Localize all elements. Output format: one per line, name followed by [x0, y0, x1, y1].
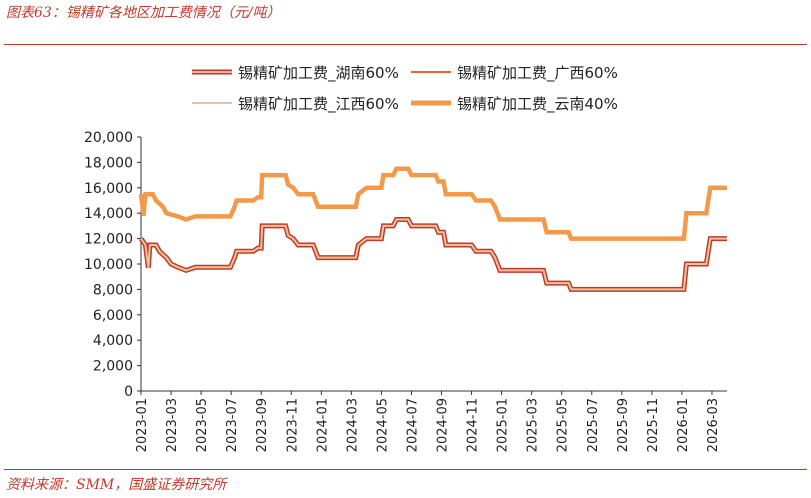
chart-title: 图表63：锡精矿各地区加工费情况（元/吨） — [6, 5, 281, 21]
x-tick-label: 2025-03 — [526, 398, 541, 452]
x-tick-label: 2024-07 — [405, 398, 420, 452]
x-tick-label: 2025-11 — [646, 398, 661, 452]
legend-item-2: 锡精矿加工费_江西60% — [192, 95, 399, 114]
legend-item-3: 锡精矿加工费_云南40% — [411, 95, 618, 114]
x-tick-label: 2023-01 — [135, 398, 150, 452]
x-tick-label: 2025-01 — [496, 398, 511, 452]
series-line-3 — [138, 166, 727, 241]
series-line-0 — [138, 217, 727, 292]
series-line-0-inner — [140, 218, 727, 290]
y-tick-label: 16,000 — [84, 181, 133, 197]
legend-label: 锡精矿加工费_广西60% — [457, 64, 618, 83]
series-line-1 — [140, 218, 727, 291]
x-axis: 2023-01 2023-03 2023-05 2023-07 2023-09 2023-… — [135, 390, 727, 452]
y-tick-label: 4,000 — [93, 333, 133, 349]
x-tick-label: 2024-01 — [315, 398, 330, 452]
series-layer — [138, 166, 727, 292]
header-divider — [4, 44, 807, 45]
x-tick-label: 2023-11 — [285, 398, 300, 452]
legend-label: 锡精矿加工费_江西60% — [238, 95, 399, 114]
y-tick-label: 2,000 — [93, 359, 133, 375]
y-tick-label: 0 — [124, 384, 133, 400]
x-tick-label: 2024-05 — [375, 398, 390, 452]
legend-label: 锡精矿加工费_云南40% — [457, 95, 618, 114]
y-tick-label: 10,000 — [84, 257, 133, 273]
x-tick-label: 2024-09 — [436, 398, 451, 452]
y-tick-label: 14,000 — [84, 206, 133, 222]
x-tick-label: 2025-05 — [556, 398, 571, 452]
x-tick-label: 2025-07 — [586, 398, 601, 452]
y-axis: 0 2,000 4,000 6,000 8,000 10,000 12,000 14,000 1… — [84, 130, 142, 400]
source-note: 资料来源：SMM，国盛证券研究所 — [6, 477, 227, 493]
y-tick-label: 6,000 — [93, 308, 133, 324]
x-tick-label: 2025-09 — [616, 398, 631, 452]
series-line-2 — [140, 218, 727, 291]
x-tick-label: 2024-11 — [466, 398, 481, 452]
y-tick-label: 12,000 — [84, 232, 133, 248]
x-tick-label: 2026-03 — [706, 398, 721, 452]
x-tick-label: 2023-09 — [255, 398, 270, 452]
legend-label: 锡精矿加工费_湖南60% — [238, 64, 399, 83]
legend-item-0: 锡精矿加工费_湖南60% — [192, 64, 399, 83]
y-tick-label: 20,000 — [84, 130, 133, 146]
y-tick-label: 18,000 — [84, 155, 133, 171]
legend: 锡精矿加工费_湖南60% 锡精矿加工费_广西60% 锡精矿加工费_江西60% 锡精矿加… — [192, 64, 618, 114]
x-tick-label: 2024-03 — [345, 398, 360, 452]
x-tick-label: 2023-07 — [225, 398, 240, 452]
x-tick-label: 2026-01 — [676, 398, 691, 452]
footer-divider — [4, 469, 807, 470]
x-tick-label: 2023-03 — [165, 398, 180, 452]
legend-item-1: 锡精矿加工费_广西60% — [411, 64, 618, 83]
x-tick-label: 2023-05 — [195, 398, 210, 452]
y-tick-label: 8,000 — [93, 282, 133, 298]
